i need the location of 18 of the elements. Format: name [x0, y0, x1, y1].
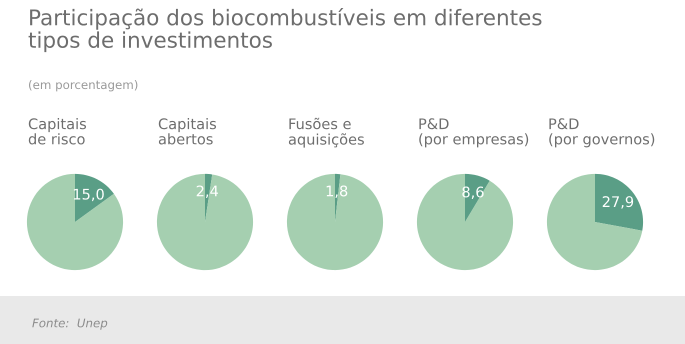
- pie-slice: [546, 174, 642, 270]
- pie-slice: [595, 174, 644, 231]
- data-label: 15,0: [74, 188, 104, 202]
- data-label: 8,6: [462, 186, 484, 199]
- pie-slice: [75, 174, 114, 222]
- text: Participação dos biocombustíveis em diferentes tipos de investimentos: [28, 8, 542, 52]
- chart-title: P&D (por empresas): [419, 118, 528, 148]
- pie-slice: [286, 174, 384, 270]
- pie-slice: [156, 174, 254, 270]
- source-note: Fonte: Unep: [32, 318, 108, 330]
- pie-slice: [26, 174, 124, 270]
- pie-slice: [416, 174, 514, 270]
- data-label: 27,9: [602, 196, 634, 209]
- chart-title: P&D (por governos): [549, 118, 654, 148]
- text: (em porcentagem): [29, 80, 138, 92]
- chart-title: Fusões e aquisições: [288, 118, 364, 148]
- chart-title: Capitais abertos: [158, 118, 216, 145]
- chart-title: Capitais de risco: [28, 118, 86, 145]
